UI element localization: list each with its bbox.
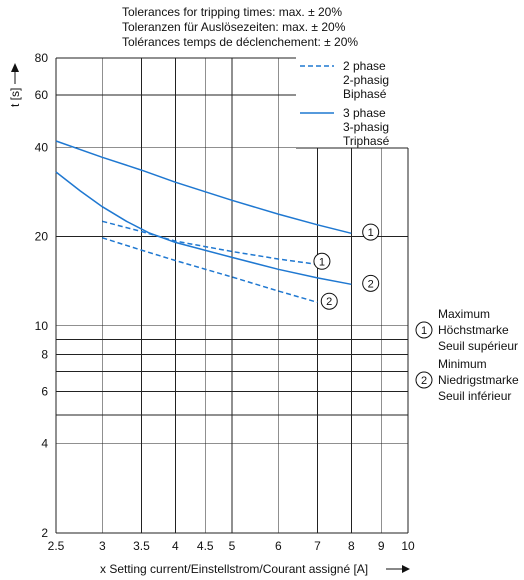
series-line-2-phase <box>102 220 318 266</box>
x-tick-label: 4 <box>172 539 179 553</box>
x-axis-title: x Setting current/Einstellstrom/Courant … <box>100 562 368 576</box>
curve-marker-label: 1 <box>368 227 374 239</box>
x-tick-label: 6 <box>275 539 282 553</box>
x-tick-label: 3.5 <box>133 539 150 553</box>
x-tick-label: 8 <box>348 539 355 553</box>
legend-label: 2 phase <box>343 59 386 73</box>
curve-marker-circle <box>362 274 380 292</box>
curve-marker-label: 2 <box>368 278 374 290</box>
x-tick-label: 10 <box>401 539 415 553</box>
y-tick-label: 6 <box>41 385 48 399</box>
series-line-2-phase <box>102 237 318 304</box>
y-tick-label: 20 <box>35 230 49 244</box>
x-tick-label: 4.5 <box>197 539 214 553</box>
marker-legend-circle <box>415 321 433 339</box>
legend-label: 3-phasig <box>343 120 389 134</box>
y-tick-label: 4 <box>41 437 48 451</box>
curve-marker-circle <box>362 223 380 241</box>
tolerance-note-fr: Tolérances temps de déclenchement: ± 20% <box>122 35 359 49</box>
marker-legend-number: 2 <box>421 375 427 387</box>
series-line-3-phase <box>55 171 352 286</box>
marker-legend-text: Höchstmarke <box>438 323 509 337</box>
y-tick-label: 2 <box>41 526 48 540</box>
curve-marker-circle <box>320 292 338 310</box>
marker-legend-text: Seuil supérieur <box>438 339 518 353</box>
x-tick-label: 3 <box>99 539 106 553</box>
legend-label: Triphasé <box>343 134 390 148</box>
marker-legend-text: Seuil inférieur <box>438 389 511 403</box>
y-tick-label: 80 <box>35 51 49 65</box>
marker-legend-circle <box>415 371 433 389</box>
curve-marker-label: 1 <box>319 256 325 268</box>
marker-legend-text: Maximum <box>438 307 490 321</box>
y-tick-label: 10 <box>35 319 49 333</box>
x-tick-label: 7 <box>314 539 321 553</box>
curve-marker-label: 2 <box>326 296 332 308</box>
x-tick-label: 9 <box>378 539 385 553</box>
marker-legend-number: 1 <box>421 325 427 337</box>
y-tick-label: 8 <box>41 347 48 361</box>
x-axis-arrow-head <box>402 565 410 573</box>
legend-label: 2-phasig <box>343 73 389 87</box>
series-line-3-phase <box>55 140 352 235</box>
legend-label: Biphasé <box>343 87 387 101</box>
marker-legend-text: Niedrigstmarke <box>438 373 519 387</box>
y-tick-label: 40 <box>35 140 49 154</box>
y-axis-arrow-head <box>11 63 19 72</box>
tolerance-note-de: Toleranzen für Auslösezeiten: max. ± 20% <box>122 20 346 34</box>
legend-label: 3 phase <box>343 106 386 120</box>
marker-legend-text: Minimum <box>438 357 487 371</box>
x-tick-label: 5 <box>229 539 236 553</box>
y-tick-label: 60 <box>35 88 49 102</box>
tolerance-note-en: Tolerances for tripping times: max. ± 20… <box>122 5 343 19</box>
curve-marker-circle <box>313 252 331 270</box>
y-axis-title: t [s] <box>8 88 22 107</box>
x-tick-label: 2.5 <box>48 539 65 553</box>
